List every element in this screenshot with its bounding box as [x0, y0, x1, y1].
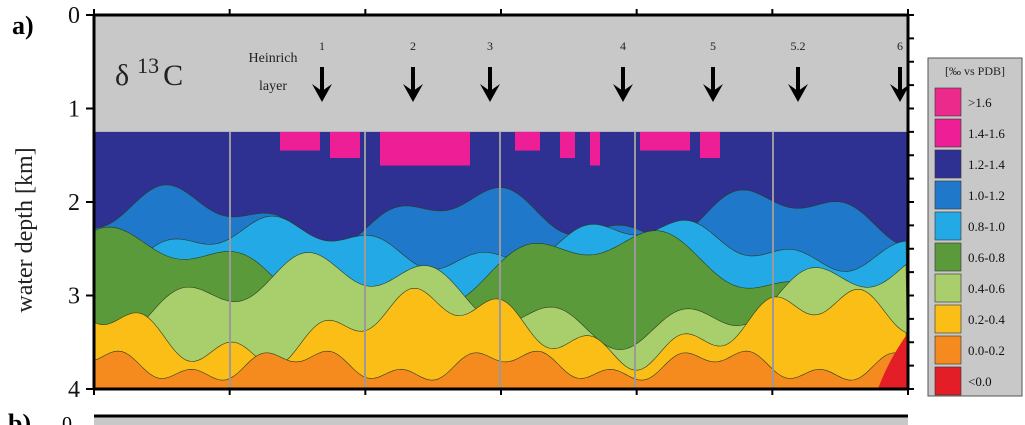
panel-b-background — [94, 416, 908, 425]
event-arrow-head — [403, 84, 423, 102]
event-arrow-head — [312, 84, 332, 102]
event-label: 2 — [410, 39, 416, 53]
event-arrow-head — [703, 84, 723, 102]
legend-swatch — [934, 149, 962, 179]
legend-swatch — [934, 118, 962, 148]
title-main: C — [163, 59, 183, 92]
y-tick-label: 3 — [68, 284, 80, 310]
legend-label: 1.0-1.2 — [968, 188, 1005, 203]
legend-label: 0.4-0.6 — [968, 281, 1005, 296]
pink-patch — [560, 131, 575, 159]
legend-swatch — [934, 211, 962, 241]
legend-swatch — [934, 87, 962, 117]
legend-swatch — [934, 366, 962, 396]
heinrich-label-line2: layer — [259, 79, 287, 94]
legend-swatch — [934, 242, 962, 272]
event-label: 5.2 — [791, 39, 806, 53]
pink-patch — [515, 131, 540, 151]
event-label: 4 — [620, 39, 626, 53]
event-arrow-head — [480, 84, 500, 102]
red-patch — [878, 332, 908, 388]
legend-label: 1.4-1.6 — [968, 126, 1005, 141]
heinrich-label-line1: Heinrich — [249, 51, 298, 66]
axes — [86, 9, 914, 395]
vertical-gridlines — [229, 131, 774, 389]
y-tick-labels: 0 1 2 3 4 — [68, 3, 80, 403]
pink-patch — [590, 131, 600, 166]
legend-label: 0.6-0.8 — [968, 250, 1005, 265]
legend-label: 0.2-0.4 — [968, 312, 1005, 327]
legend-label: 0.8-1.0 — [968, 219, 1005, 234]
title-delta: δ — [115, 59, 129, 92]
pink-patch — [280, 131, 320, 151]
y-axis-label: water depth [km] — [12, 147, 38, 312]
panel-a-label: a) — [12, 11, 34, 40]
event-arrow-head — [788, 84, 808, 102]
event-arrow-head — [890, 84, 910, 102]
heinrich-events: 1 2 3 4 5 5.2 6 — [312, 39, 910, 102]
pink-patch — [640, 131, 690, 151]
panel-b-y0: 0 — [62, 413, 72, 425]
event-label: 6 — [897, 39, 903, 53]
legend-title: [‰ vs PDB] — [945, 64, 1005, 78]
y-tick-label: 2 — [68, 190, 80, 216]
legend: [‰ vs PDB] >1.6 1.4-1.6 1.2-1.4 1.0-1.2 0.8-… — [927, 57, 1023, 397]
panel-b-label: b) — [8, 409, 31, 425]
y-tick-label: 1 — [68, 97, 80, 123]
legend-label: <0.0 — [968, 374, 992, 389]
legend-swatch — [934, 180, 962, 210]
pink-patch — [380, 131, 470, 166]
legend-swatch — [934, 273, 962, 303]
event-label: 3 — [487, 39, 493, 53]
event-label: 5 — [710, 39, 716, 53]
title-superscript: 13 — [137, 53, 159, 78]
pink-patch — [700, 131, 720, 159]
legend-label: 0.0-0.2 — [968, 343, 1005, 358]
y-tick-label: 4 — [68, 377, 80, 403]
legend-label: 1.2-1.4 — [968, 157, 1005, 172]
chart-title: δ 13 C — [115, 53, 183, 92]
pink-patch — [330, 131, 360, 159]
legend-swatch — [934, 304, 962, 334]
event-label: 1 — [319, 39, 325, 53]
legend-label: >1.6 — [968, 95, 992, 110]
event-arrow-head — [613, 84, 633, 102]
y-tick-label: 0 — [68, 3, 80, 29]
legend-swatch — [934, 335, 962, 365]
